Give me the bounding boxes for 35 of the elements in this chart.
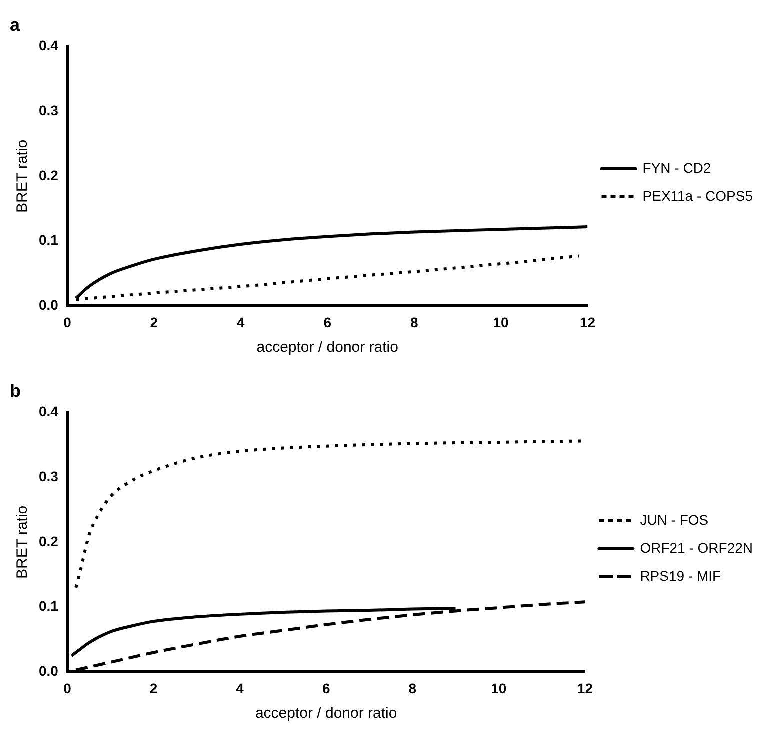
x-axis-title: acceptor / donor ratio [256,339,398,356]
y-tick-label: 0.0 [38,663,59,680]
chart-title: b [10,380,21,401]
x-tick-label: 4 [236,680,244,696]
y-tick-label: 0.3 [38,468,59,484]
x-tick-label: 12 [577,680,594,696]
y-axis-title: BRET ratio [14,506,32,579]
y-tick-label: 0.2 [38,167,59,184]
x-tick-label: 6 [322,680,330,696]
x-tick-label: 0 [64,314,72,330]
legend-label: ORF21 - ORF22N [640,540,754,556]
x-tick-label: 2 [150,680,158,696]
y-tick-label: 0.3 [38,102,59,118]
y-tick-label: 0.0 [38,297,59,314]
x-axis-title: acceptor / donor ratio [255,705,398,722]
legend-label: RPS19 - MIF [640,568,722,584]
chart-title: a [10,14,21,35]
x-tick-label: 6 [324,314,332,330]
y-tick-label: 0.4 [38,403,59,420]
x-tick-label: 10 [491,680,507,696]
y-tick-label: 0.4 [38,37,59,54]
legend-label: FYN - CD2 [642,160,712,176]
x-tick-label: 4 [236,314,245,330]
y-tick-label: 0.2 [38,533,59,550]
y-tick-label: 0.1 [38,232,59,248]
y-tick-label: 0.1 [38,598,59,614]
x-tick-label: 8 [410,314,418,330]
x-tick-label: 12 [580,314,596,330]
x-tick-label: 0 [64,680,72,696]
x-tick-label: 10 [493,314,510,330]
legend-label: PEX11a - COPS5 [642,188,754,204]
x-tick-label: 2 [150,314,158,330]
x-tick-label: 8 [408,680,417,696]
legend-label: JUN - FOS [640,512,709,528]
y-axis-title: BRET ratio [14,140,32,213]
